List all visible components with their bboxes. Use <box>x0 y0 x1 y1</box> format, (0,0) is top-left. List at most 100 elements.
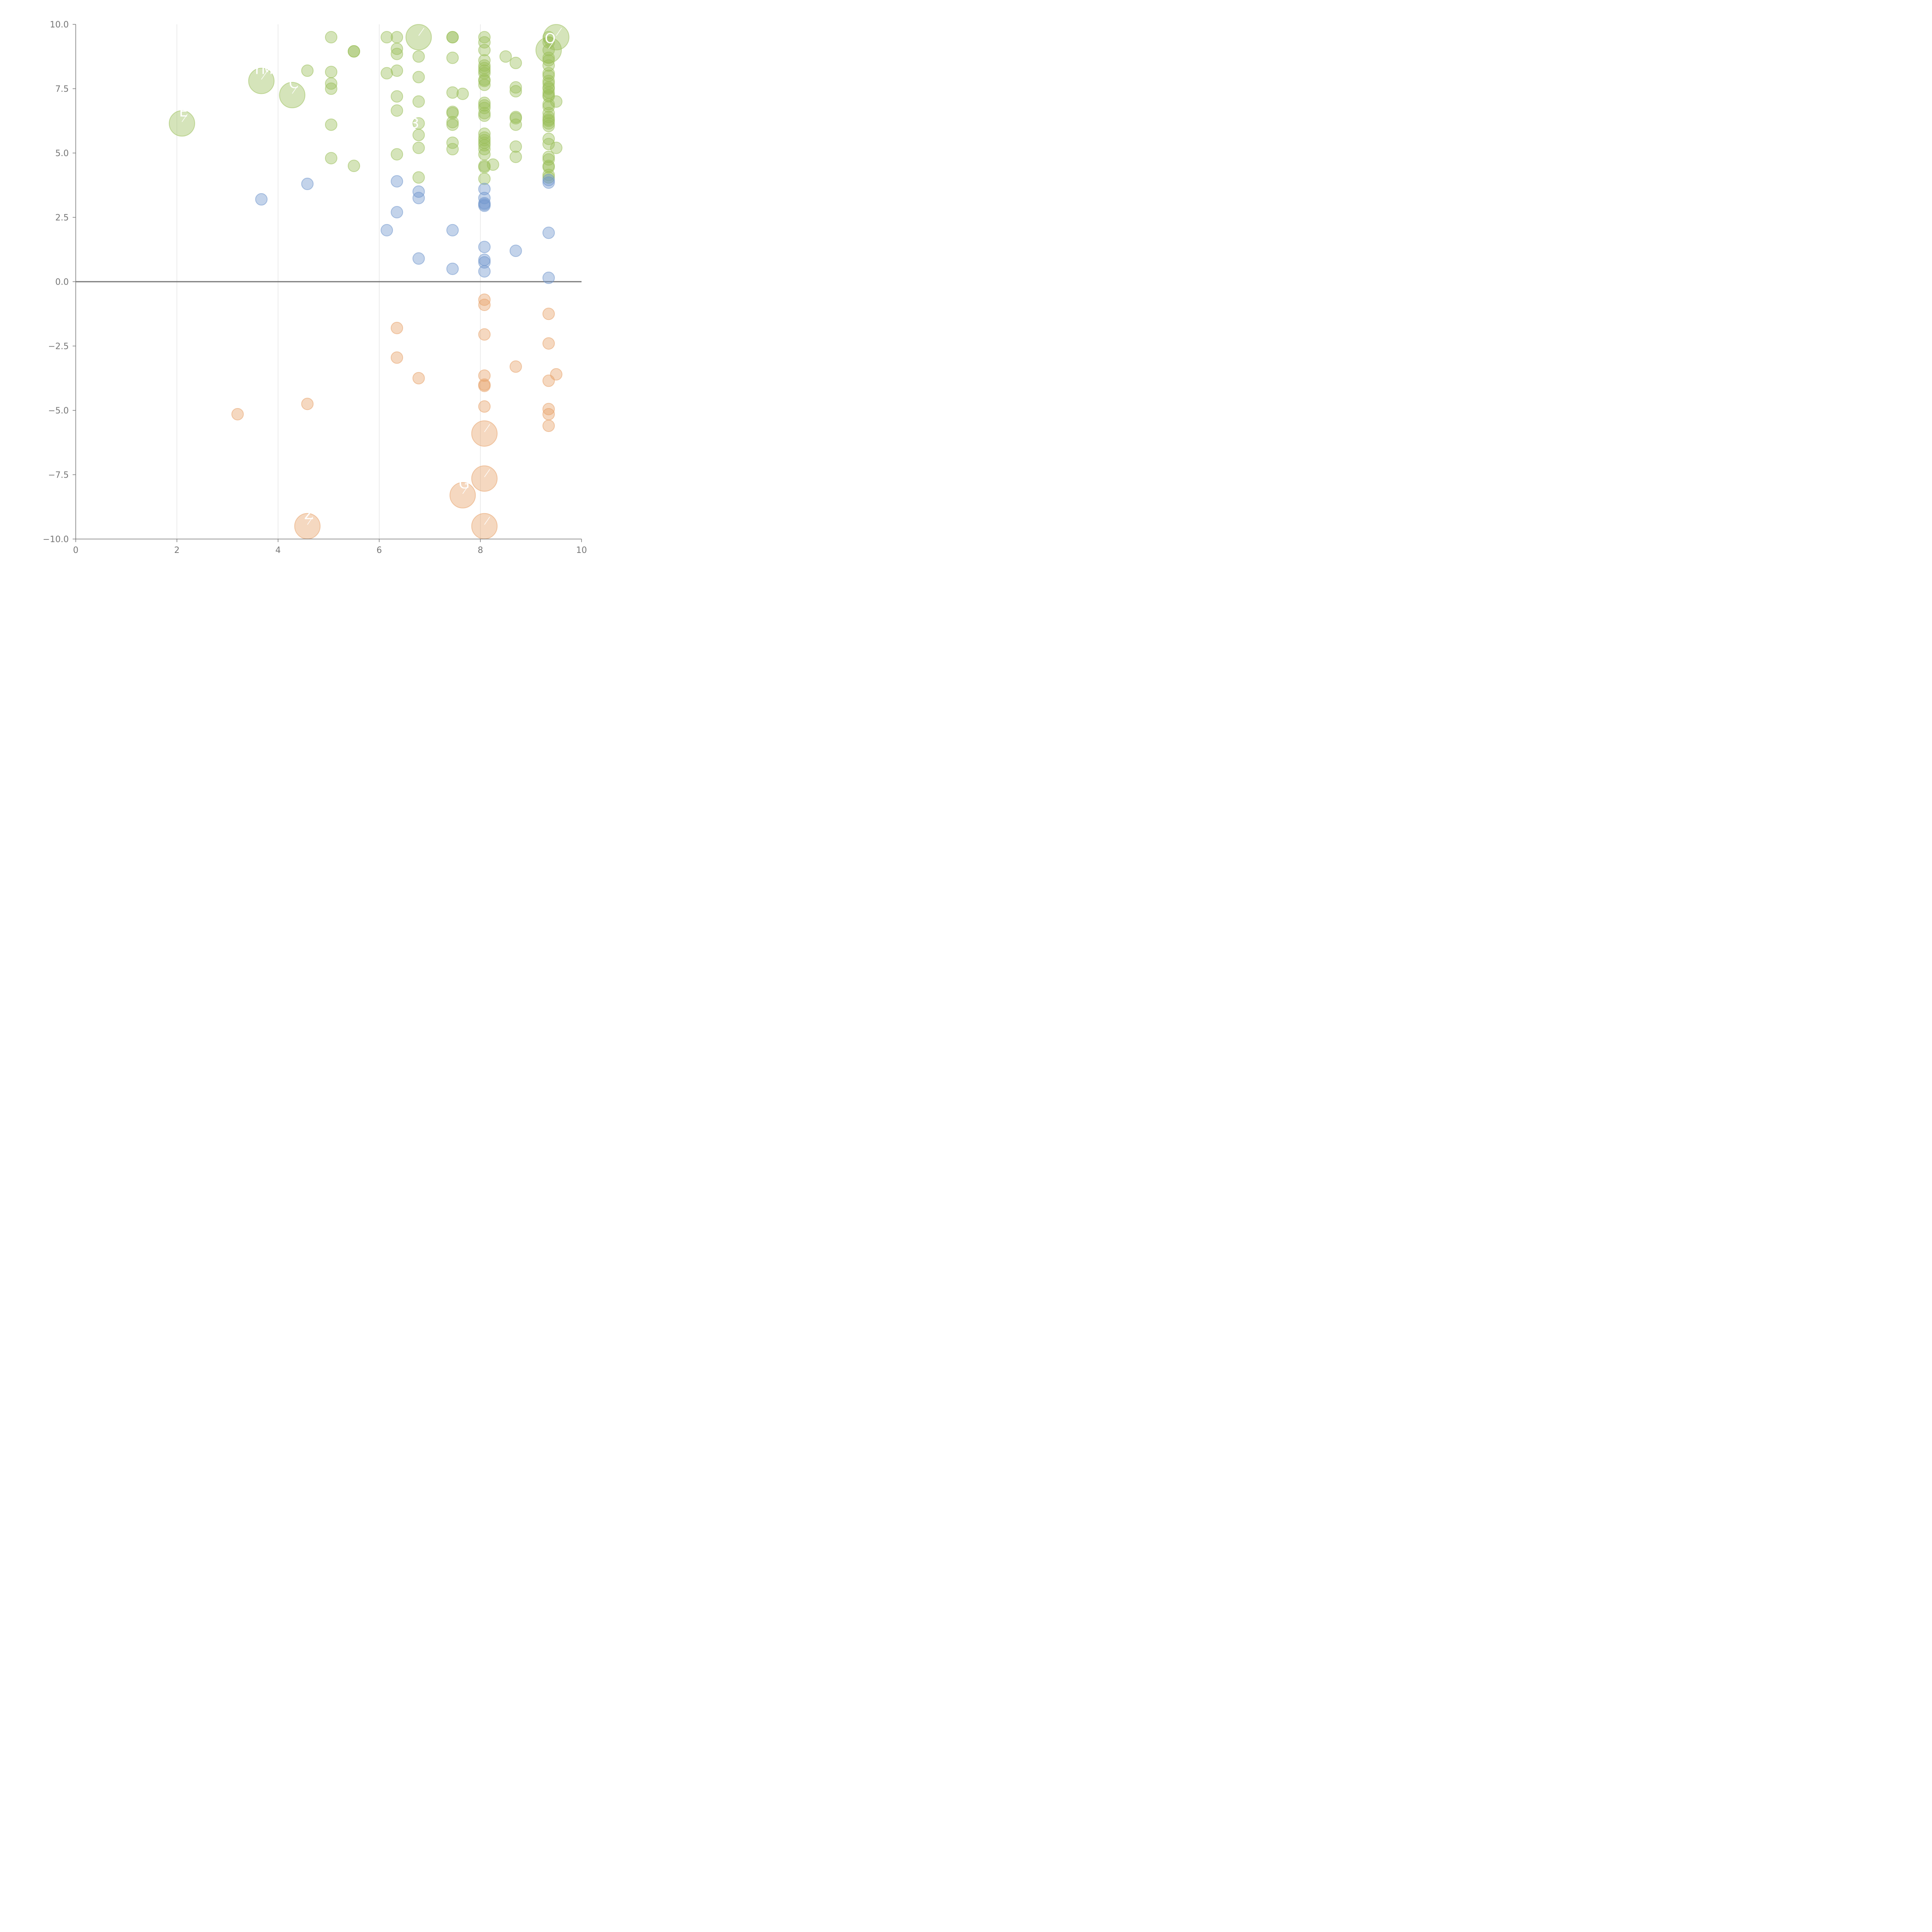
orange-point <box>391 321 403 334</box>
orange-point <box>478 379 491 392</box>
orange-point <box>478 293 491 306</box>
green-point <box>347 160 360 172</box>
green-point <box>509 112 522 125</box>
green-point <box>478 75 491 87</box>
green-point <box>325 82 338 95</box>
label-leader-line <box>484 469 490 477</box>
green-point <box>478 44 491 56</box>
green-point <box>550 141 563 154</box>
green-point <box>542 120 555 133</box>
green-point <box>478 139 491 152</box>
label-leader-line <box>484 517 490 525</box>
green-highlight-point <box>535 37 562 63</box>
x-tick-label: 4 <box>276 546 281 555</box>
blue-point <box>446 262 459 275</box>
highlight-point-label: Z <box>304 507 314 523</box>
green-point <box>509 56 522 69</box>
blue-point <box>542 176 555 189</box>
green-point <box>325 31 338 44</box>
green-point <box>391 48 403 60</box>
point-labels: E YM C O¯ ʼ ' G Z ' 3 <box>179 18 562 525</box>
green-point <box>325 66 338 78</box>
x-tick-label: 0 <box>73 546 78 555</box>
green-point <box>391 104 403 117</box>
blue-point <box>478 241 491 253</box>
label-leader-line <box>182 114 188 122</box>
orange-point <box>478 369 491 382</box>
orange-point <box>542 308 555 320</box>
green-point <box>446 118 459 131</box>
green-point <box>542 54 555 67</box>
green-highlight-point <box>405 24 432 51</box>
green-point <box>381 67 393 80</box>
green-point <box>412 141 425 154</box>
green-point <box>542 117 555 130</box>
green-point <box>478 143 491 156</box>
green-point <box>446 143 459 156</box>
label-leader-line <box>556 27 562 36</box>
green-point <box>550 95 563 108</box>
data-points <box>168 24 570 539</box>
green-highlight-point <box>543 24 570 51</box>
orange-highlight-point <box>449 482 476 509</box>
green-point <box>542 111 555 123</box>
y-tick-label: 2.5 <box>55 213 69 223</box>
y-tick-label: −2.5 <box>48 342 69 352</box>
highlight-point-label: ʼ <box>484 414 488 430</box>
y-tick-label: 5.0 <box>55 149 69 158</box>
label-leader-line <box>484 424 490 432</box>
y-tick-label: −10.0 <box>43 535 69 544</box>
y-tick-label: 10.0 <box>50 20 69 30</box>
green-point <box>542 133 555 145</box>
y-tick-label: −5.0 <box>48 406 69 416</box>
y-tick-label: −7.5 <box>48 471 69 480</box>
green-point <box>412 71 425 83</box>
green-point <box>456 87 469 100</box>
green-point <box>478 107 491 119</box>
blue-point <box>301 177 314 190</box>
green-highlight-point <box>168 110 195 137</box>
label-leader-line <box>418 27 425 36</box>
green-point <box>509 85 522 98</box>
orange-point <box>231 408 244 420</box>
green-point <box>542 114 555 127</box>
green-point <box>381 31 393 44</box>
blue-point <box>478 199 491 212</box>
blue-point <box>391 206 403 219</box>
green-point <box>325 152 338 165</box>
green-point <box>446 86 459 99</box>
orange-highlight-point <box>471 465 498 492</box>
blue-point <box>478 265 491 278</box>
green-point <box>478 64 491 77</box>
green-highlight-point <box>279 82 306 109</box>
green-point <box>542 98 555 111</box>
orange-point <box>509 360 522 373</box>
green-point <box>509 140 522 153</box>
label-leader-line <box>292 85 298 94</box>
green-point <box>446 51 459 64</box>
highlight-point-label: YM <box>252 62 273 78</box>
label-leader-line <box>462 486 468 494</box>
orange-point <box>542 403 555 415</box>
green-point <box>478 31 491 44</box>
highlight-point-label: G <box>459 476 469 492</box>
orange-point <box>550 368 563 381</box>
label-leader-line <box>307 517 313 525</box>
green-point <box>347 45 360 58</box>
blue-point <box>381 224 393 236</box>
orange-point <box>542 408 555 420</box>
label-leader-line <box>548 41 554 49</box>
green-point <box>542 150 555 163</box>
green-point <box>478 109 491 122</box>
highlight-point-label: ¯ <box>554 18 561 34</box>
orange-point <box>412 372 425 384</box>
floating-point-label: 3 <box>410 116 419 131</box>
green-point <box>509 118 522 131</box>
label-leader-line <box>261 71 267 80</box>
green-point <box>478 172 491 185</box>
green-point <box>412 171 425 184</box>
green-point <box>391 148 403 161</box>
green-point <box>499 50 512 63</box>
green-point <box>478 78 491 91</box>
y-tick-label: 0.0 <box>55 277 69 287</box>
